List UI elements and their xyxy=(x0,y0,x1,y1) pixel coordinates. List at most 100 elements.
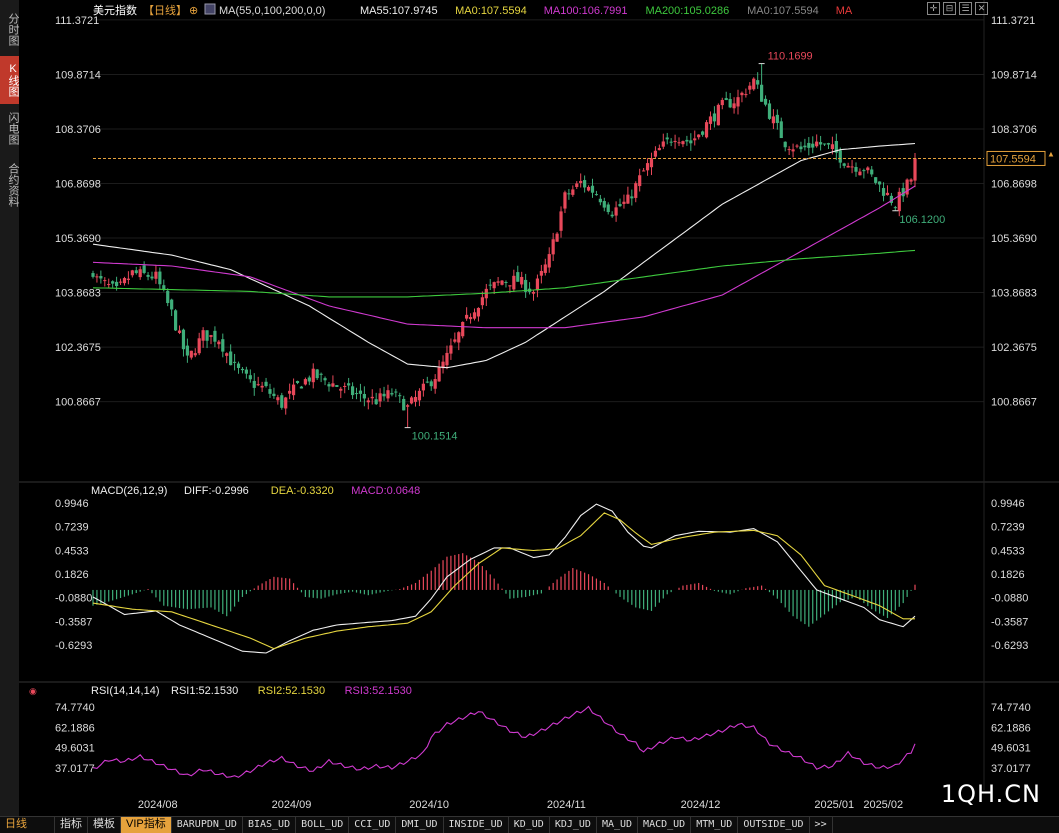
candle-body xyxy=(181,329,186,350)
candle-body xyxy=(618,204,622,207)
indicator-tab[interactable]: DMI_UD xyxy=(396,817,444,833)
last-price-tag xyxy=(986,150,1046,166)
candle-body xyxy=(583,180,587,188)
candle xyxy=(433,374,437,394)
candle xyxy=(531,289,536,301)
chart-area[interactable]: MACD(26,12,9) ◉ RSI(14,14,14) 111.3721 109… xyxy=(19,0,1059,816)
candle xyxy=(504,280,508,288)
candle-body xyxy=(590,185,595,193)
panel-dividers xyxy=(19,0,1059,790)
candle-body xyxy=(417,390,422,401)
candle-body xyxy=(201,330,205,341)
left-tick-label: 105.3690 xyxy=(55,233,101,245)
candle xyxy=(445,345,449,370)
candle-body xyxy=(740,92,744,96)
candle xyxy=(252,373,256,396)
candle-body xyxy=(736,97,740,107)
crosshair-icon[interactable]: ✛ xyxy=(927,2,940,15)
candle xyxy=(177,325,182,335)
candle xyxy=(142,261,146,275)
indicator-tab[interactable]: KDJ_UD xyxy=(550,817,597,833)
collapse-icon[interactable]: ⊟ xyxy=(943,2,956,15)
candle xyxy=(712,106,717,128)
tab-kline[interactable]: K线图 xyxy=(0,56,19,104)
candle-body xyxy=(881,188,886,196)
indicator-tab[interactable]: CCI_UD xyxy=(349,817,397,833)
candle-body xyxy=(563,192,567,209)
candle xyxy=(272,387,276,399)
tab-contract-info[interactable]: 合约资料 xyxy=(7,163,19,207)
candle-body xyxy=(866,167,870,171)
candle-body xyxy=(307,377,311,382)
indicator-tab[interactable]: INSIDE_UD xyxy=(444,817,509,833)
candle-body xyxy=(779,121,783,139)
candle-body xyxy=(862,170,866,172)
indicator-tab[interactable]: BIAS_UD xyxy=(243,817,297,833)
candle xyxy=(362,386,366,407)
indicator-tab[interactable]: MA_UD xyxy=(597,817,639,833)
candle-body xyxy=(535,278,540,291)
candle xyxy=(846,162,850,168)
candle xyxy=(642,168,646,172)
candle-body xyxy=(311,368,315,383)
candle xyxy=(744,88,748,98)
candle xyxy=(406,403,410,428)
indicator-tab[interactable]: MTM_UD xyxy=(691,817,739,833)
ma-legend-item: MA100:106.7991 xyxy=(544,5,628,17)
indicator-tab[interactable]: VIP指标 xyxy=(121,817,172,833)
candle xyxy=(838,147,842,169)
candle xyxy=(645,158,650,176)
candle-body xyxy=(874,177,878,183)
candle xyxy=(811,136,815,154)
indicator-tab[interactable]: BOLL_UD xyxy=(296,817,350,833)
candle xyxy=(842,162,846,169)
period-selector[interactable]: 日线 xyxy=(0,817,55,833)
candle-body xyxy=(413,396,418,402)
left-tick-label: 102.3675 xyxy=(55,342,101,354)
candle-body xyxy=(146,274,150,277)
indicator-tab[interactable]: 指标 xyxy=(55,817,88,833)
close-icon[interactable]: ✕ xyxy=(975,2,988,15)
candle-body xyxy=(406,405,410,407)
candle-body xyxy=(409,397,414,404)
indicator-tab[interactable]: BARUPDN_UD xyxy=(172,817,243,833)
candle-body xyxy=(783,141,787,148)
candle xyxy=(571,185,575,197)
period-label[interactable]: 【日线】 xyxy=(143,3,187,17)
indicator-tab[interactable]: OUTSIDE_UD xyxy=(738,817,810,833)
candle xyxy=(524,273,528,298)
candle xyxy=(221,333,225,358)
candle xyxy=(189,350,193,360)
indicator-tab[interactable]: >> xyxy=(810,817,833,833)
candle-body xyxy=(350,386,355,396)
candle-body xyxy=(681,141,685,145)
indicator-tab[interactable]: MACD_UD xyxy=(638,817,692,833)
candle xyxy=(783,141,787,152)
candle-body xyxy=(701,131,705,135)
candle-body xyxy=(232,361,237,363)
candle-body xyxy=(323,378,327,381)
indicator-tab[interactable]: 模板 xyxy=(88,817,121,833)
candle-body xyxy=(760,84,764,102)
candle xyxy=(760,63,764,102)
candle-body xyxy=(264,381,268,387)
candle-body xyxy=(382,393,386,397)
ma-lines xyxy=(92,142,916,369)
last-price-value: 107.5594 xyxy=(990,153,1036,165)
date-tick-label: 2024/09 xyxy=(272,799,312,811)
candle xyxy=(374,392,378,405)
candle xyxy=(319,372,323,383)
left-tick-label: 111.3721 xyxy=(55,15,99,27)
tab-timeshare[interactable]: 分时图 xyxy=(7,12,19,46)
indicator-tab[interactable]: KD_UD xyxy=(509,817,550,833)
candle xyxy=(118,278,123,286)
tab-flash[interactable]: 闪电图 xyxy=(7,111,19,145)
candle xyxy=(602,197,606,212)
candle-body xyxy=(138,269,142,278)
candle xyxy=(728,92,732,109)
candle-body xyxy=(268,389,272,394)
candle-body xyxy=(661,141,665,147)
settings-icon[interactable]: ⊕ xyxy=(189,5,198,17)
list-icon[interactable]: ☰ xyxy=(959,2,972,15)
ma-legend-item: MA55:107.9745 xyxy=(360,5,438,17)
